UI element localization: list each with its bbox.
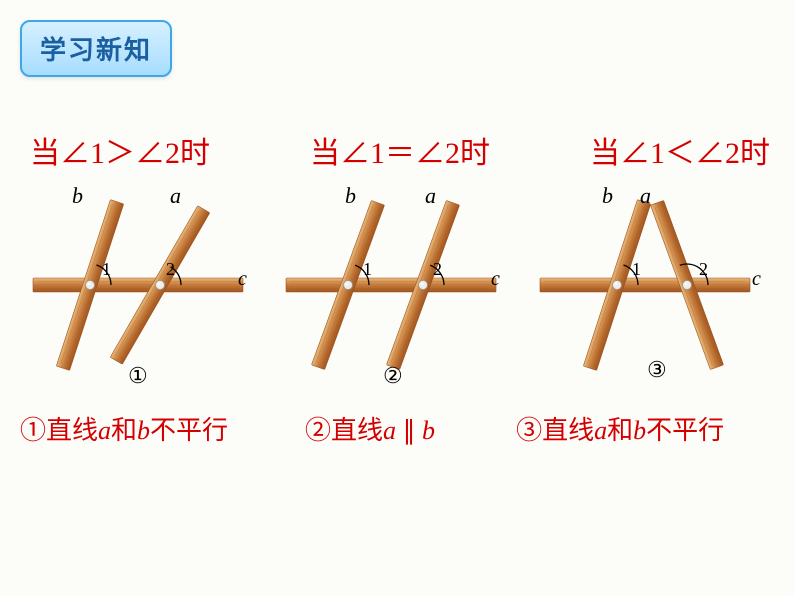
cap3-tail: 不平行 xyxy=(646,416,724,445)
diagram-2: b a c 1 2 ② xyxy=(273,185,526,400)
svg-text:2: 2 xyxy=(699,259,708,279)
diagram-3: b a c 1 2 ③ xyxy=(527,185,780,400)
heading-1: 当∠1＞∠2时 xyxy=(30,128,210,172)
svg-text:1: 1 xyxy=(102,259,111,279)
heading-3: 当∠1＜∠2时 xyxy=(590,128,770,172)
cap3-b: b xyxy=(633,416,646,445)
cap2-mid: ∥ xyxy=(396,416,422,445)
diagrams-row: b a c 1 2 ① b a c 1 2 ② b a c 1 2 ③ xyxy=(20,185,780,400)
svg-text:2: 2 xyxy=(166,259,175,279)
caption-1: ①直线a和b不平行 xyxy=(20,410,305,447)
cap3-prefix: ③直线 xyxy=(516,416,594,445)
svg-text:a: a xyxy=(170,185,181,208)
diagram-1: b a c 1 2 ① xyxy=(20,185,273,400)
svg-text:a: a xyxy=(640,185,651,208)
svg-text:②: ② xyxy=(383,363,403,388)
svg-text:c: c xyxy=(238,268,247,290)
cap1-a: a xyxy=(98,416,111,445)
cap2-prefix: ②直线 xyxy=(305,416,383,445)
cap1-tail: 不平行 xyxy=(150,416,228,445)
badge-text: 学习新知 xyxy=(40,35,152,65)
svg-text:b: b xyxy=(345,185,356,208)
cap3-a: a xyxy=(594,416,607,445)
caption-2: ②直线a ∥ b xyxy=(305,410,516,447)
svg-text:c: c xyxy=(491,268,500,290)
svg-text:b: b xyxy=(72,185,83,208)
caption-3: ③直线a和b不平行 xyxy=(516,410,780,447)
cap2-b: b xyxy=(422,416,435,445)
captions-row: ①直线a和b不平行 ②直线a ∥ b ③直线a和b不平行 xyxy=(20,410,780,447)
headings-row: 当∠1＞∠2时 当∠1＝∠2时 当∠1＜∠2时 xyxy=(30,128,770,172)
learning-badge: 学习新知 xyxy=(20,20,172,77)
heading-2: 当∠1＝∠2时 xyxy=(310,128,490,172)
svg-text:b: b xyxy=(602,185,613,208)
svg-text:1: 1 xyxy=(632,259,641,279)
svg-text:a: a xyxy=(425,185,436,208)
cap1-prefix: ①直线 xyxy=(20,416,98,445)
cap1-b: b xyxy=(137,416,150,445)
svg-text:①: ① xyxy=(128,363,148,388)
cap2-a: a xyxy=(383,416,396,445)
svg-text:2: 2 xyxy=(433,259,442,279)
svg-text:1: 1 xyxy=(363,259,372,279)
svg-text:③: ③ xyxy=(647,357,667,382)
svg-text:c: c xyxy=(752,268,761,290)
cap1-mid: 和 xyxy=(111,416,137,445)
cap3-mid: 和 xyxy=(607,416,633,445)
